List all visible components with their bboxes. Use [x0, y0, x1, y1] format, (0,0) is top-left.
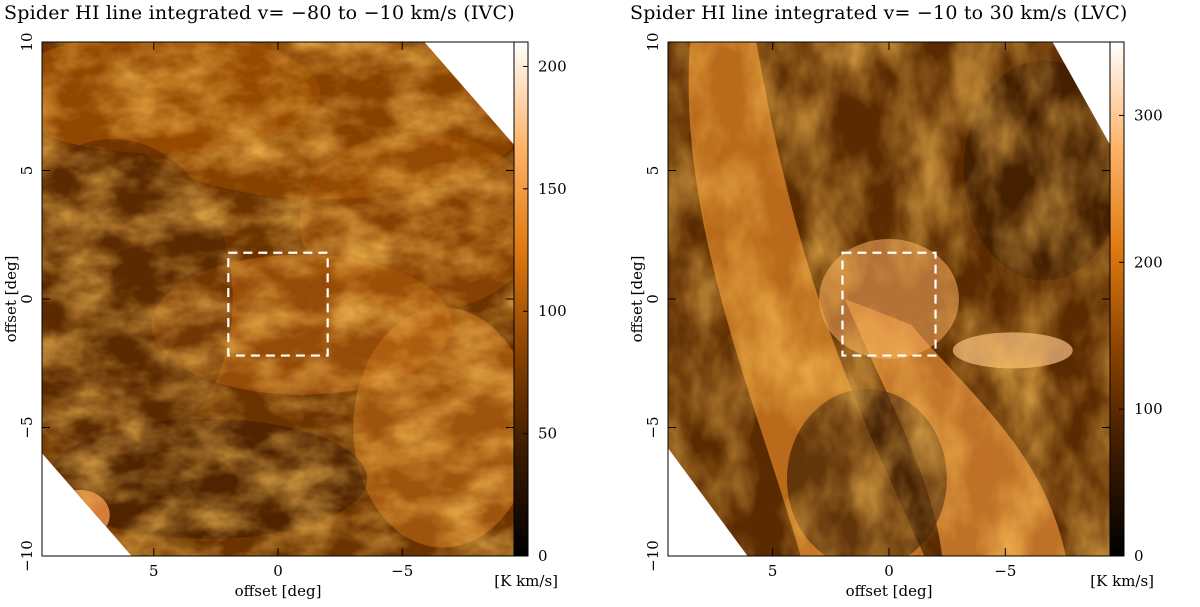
colorbar-tick-label: 150: [538, 180, 567, 198]
y-tick-label: 5: [18, 166, 36, 176]
colorbar-tick-label: 0: [1134, 547, 1144, 565]
y-tick-label: 10: [18, 32, 36, 51]
y-tick-label: 5: [644, 166, 662, 176]
y-tick-label: −10: [18, 540, 36, 572]
x-axis-label: offset [deg]: [235, 582, 322, 600]
colorbar: [513, 41, 529, 557]
x-tick-label: −5: [994, 562, 1016, 580]
heatmap-texture: [668, 42, 1110, 556]
panel-title: Spider HI line integrated v= −80 to −10 …: [4, 2, 515, 24]
y-tick-label: 10: [644, 32, 662, 51]
colorbar-ticks: 0 100 200 300: [1119, 106, 1163, 565]
tick-group: 5 0 −5 −10 −5 0 5 10: [18, 32, 514, 580]
colorbar-unit-label: [K km/s]: [1090, 572, 1154, 590]
colorbar: [1109, 41, 1125, 557]
region-box: [841, 251, 937, 357]
colorbar-unit-label: [K km/s]: [494, 572, 558, 590]
x-axis-label: offset [deg]: [846, 582, 933, 600]
y-tick-label: 0: [644, 294, 662, 304]
x-tick-label: 5: [149, 562, 159, 580]
x-tick-label: 0: [884, 562, 894, 580]
colorbar-tick-label: 200: [538, 57, 567, 75]
x-tick-label: −5: [391, 562, 413, 580]
colorbar-ticks: 0 50 100 150 200: [523, 57, 567, 565]
colorbar-tick-label: 100: [1134, 400, 1163, 418]
colorbar-tick-label: 50: [538, 425, 557, 443]
heatmap-image: [668, 42, 1110, 556]
colorbar-tick-label: 200: [1134, 253, 1163, 271]
y-tick-label: −10: [644, 540, 662, 572]
colorbar-tick-label: 0: [538, 547, 548, 565]
heatmap-image: [42, 42, 514, 556]
x-tick-label: 5: [768, 562, 778, 580]
heatmap-texture: [42, 42, 514, 556]
tick-group: 5 0 −5 −10 −5 0 5 10: [644, 32, 1110, 580]
colorbar-tick-label: 100: [538, 302, 567, 320]
region-box: [227, 251, 329, 357]
panel-title: Spider HI line integrated v= −10 to 30 k…: [630, 2, 1128, 24]
y-tick-label: −5: [18, 416, 36, 438]
y-tick-label: 0: [18, 294, 36, 304]
panel-lvc: Spider HI line integrated v= −10 to 30 k…: [600, 0, 1200, 607]
y-axis-label: offset [deg]: [2, 256, 20, 343]
x-tick-label: 0: [273, 562, 283, 580]
colorbar-tick-label: 300: [1134, 106, 1163, 124]
y-tick-label: −5: [644, 416, 662, 438]
panel-ivc: Spider HI line integrated v= −80 to −10 …: [2, 2, 567, 600]
y-axis-label: offset [deg]: [628, 256, 646, 343]
